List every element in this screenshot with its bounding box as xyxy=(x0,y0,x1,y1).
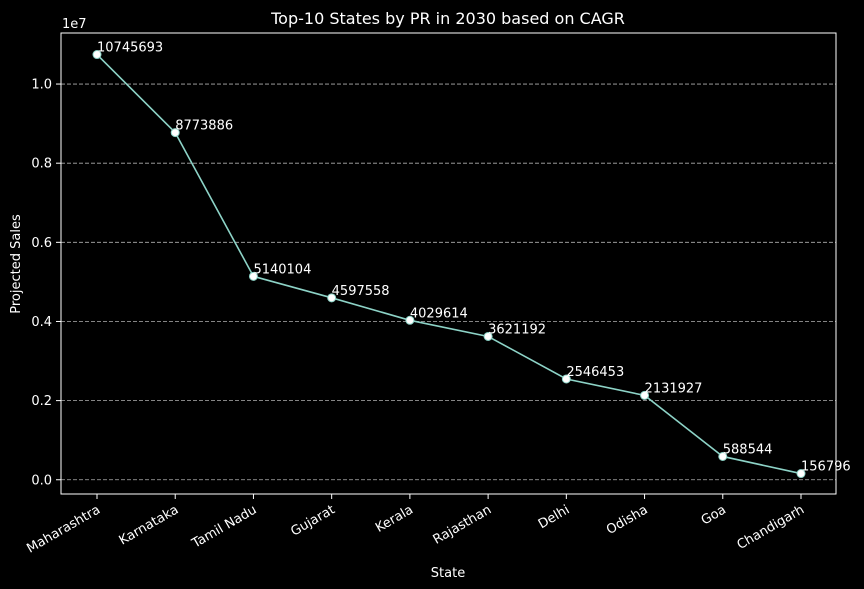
data-point-marker xyxy=(92,50,102,60)
y-tick-label: 0.6 xyxy=(31,236,52,251)
y-axis-label: Projected Sales xyxy=(9,214,24,314)
chart-title: Top-10 States by PR in 2030 based on CAG… xyxy=(270,9,625,28)
y-axis-offset-label: 1e7 xyxy=(62,17,87,32)
gridlines xyxy=(61,83,836,481)
data-point-marker xyxy=(248,271,258,281)
data-point-marker xyxy=(405,315,415,325)
data-point-marker xyxy=(718,451,728,461)
data-point-marker xyxy=(561,374,571,384)
y-tick-label: 0.2 xyxy=(31,394,52,409)
data-point-marker xyxy=(796,469,806,479)
data-label: 2546453 xyxy=(566,365,624,380)
data-point-marker xyxy=(640,390,650,400)
y-tick-label: 1.0 xyxy=(31,78,52,93)
data-label: 4597558 xyxy=(332,284,390,299)
data-label: 4029614 xyxy=(410,306,468,321)
data-point-marker xyxy=(327,293,337,303)
x-axis-label: State xyxy=(431,566,465,581)
data-point-marker xyxy=(483,331,493,341)
plot-area-frame xyxy=(60,32,837,495)
y-tick-label: 0.8 xyxy=(31,157,52,172)
y-axis-ticks: 0.0 0.2 0.4 0.6 0.8 1.0 xyxy=(31,78,61,488)
data-label: 588544 xyxy=(723,442,773,457)
y-tick-label: 0.0 xyxy=(31,473,52,488)
data-label: 3621192 xyxy=(488,322,546,337)
data-label: 2131927 xyxy=(645,381,703,396)
data-label: 8773886 xyxy=(175,119,233,134)
y-tick-label: 0.4 xyxy=(31,315,52,330)
data-label: 5140104 xyxy=(253,262,311,277)
data-label: 156796 xyxy=(801,460,851,475)
data-point-marker xyxy=(170,128,180,138)
data-label: 10745693 xyxy=(97,41,163,56)
data-series: 10745693 8773886 5140104 4597558 4029614 3621… xyxy=(92,41,851,479)
series-line xyxy=(96,53,802,475)
